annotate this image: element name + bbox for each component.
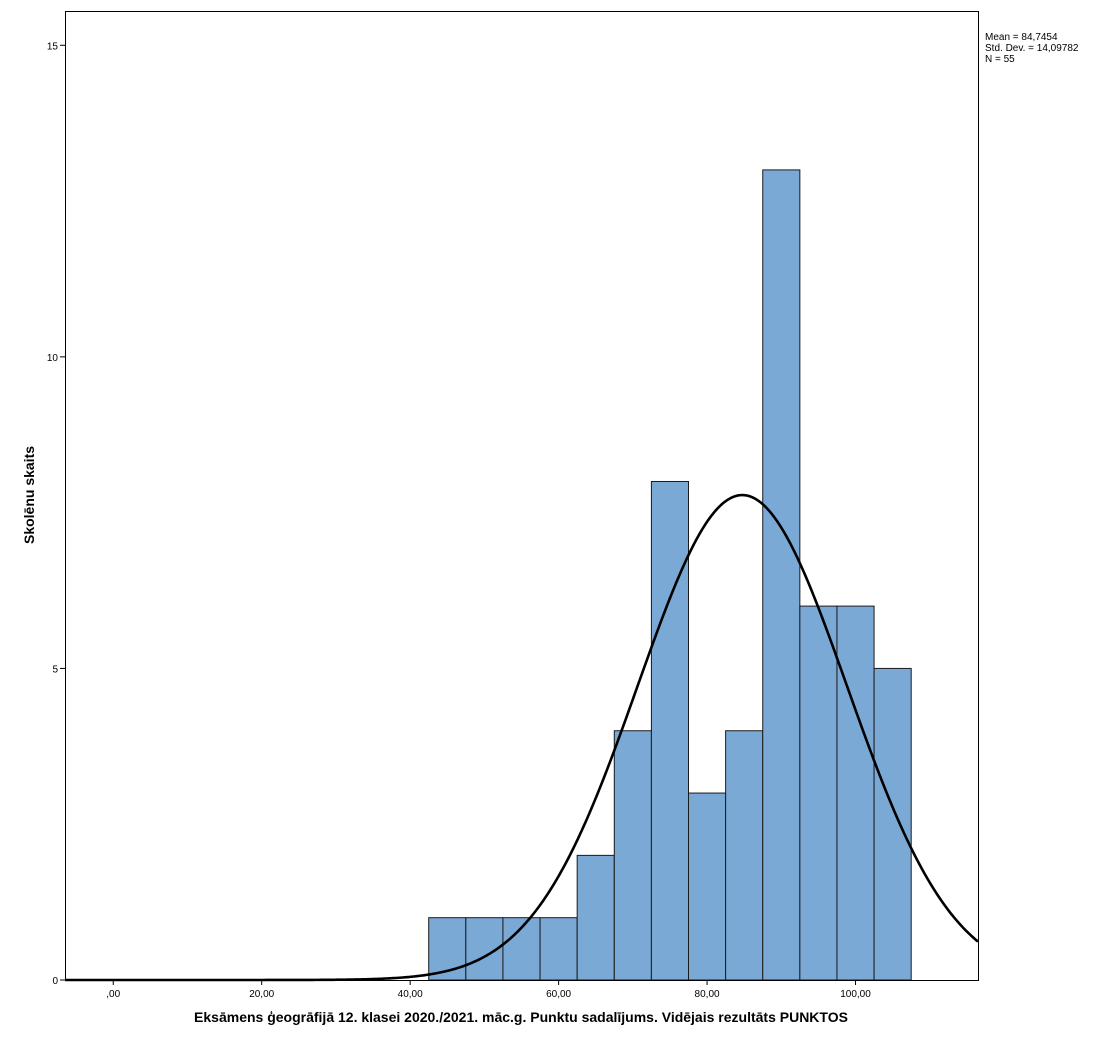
x-tick-label: 40,00 [398, 989, 423, 1000]
histogram-bar-12 [836, 605, 875, 981]
x-tick-label: 100,00 [840, 989, 871, 1000]
y-tick-label: 5 [52, 664, 58, 675]
stats-n: N = 55 [985, 54, 1015, 65]
x-axis: ,00 20,00 40,00 60,00 80,00 100,00 [106, 980, 871, 1000]
y-axis-title: Skolēnu skaits [21, 446, 37, 544]
stats-legend: Mean = 84,7454 Std. Dev. = 14,09782 N = … [985, 32, 1079, 65]
y-tick-label: 15 [47, 41, 59, 52]
histogram-bar-8 [688, 792, 727, 981]
y-axis: 0 5 10 15 [47, 41, 65, 987]
x-tick-label: 60,00 [546, 989, 571, 1000]
histogram-bar-7 [650, 480, 690, 981]
histogram-bar-4 [539, 917, 578, 981]
x-tick-label: 80,00 [695, 989, 720, 1000]
histogram-bar-10 [762, 169, 801, 981]
histogram-bar-5 [576, 854, 615, 981]
histogram-bar-9 [725, 730, 764, 981]
histogram-bar-6 [613, 730, 652, 981]
plot-frame [65, 11, 979, 981]
stats-mean: Mean = 84,7454 [985, 32, 1058, 43]
x-tick-label: 20,00 [249, 989, 274, 1000]
histogram-bar-11 [799, 605, 838, 981]
y-tick-label: 10 [47, 353, 59, 364]
x-tick-label: ,00 [106, 989, 120, 1000]
stats-std-dev: Std. Dev. = 14,09782 [985, 43, 1079, 54]
histogram-bars [428, 169, 912, 981]
y-tick-label: 0 [52, 976, 58, 987]
x-axis-title: Eksāmens ģeogrāfijā 12. klasei 2020./202… [194, 1009, 848, 1025]
histogram-bar-13 [873, 667, 912, 981]
